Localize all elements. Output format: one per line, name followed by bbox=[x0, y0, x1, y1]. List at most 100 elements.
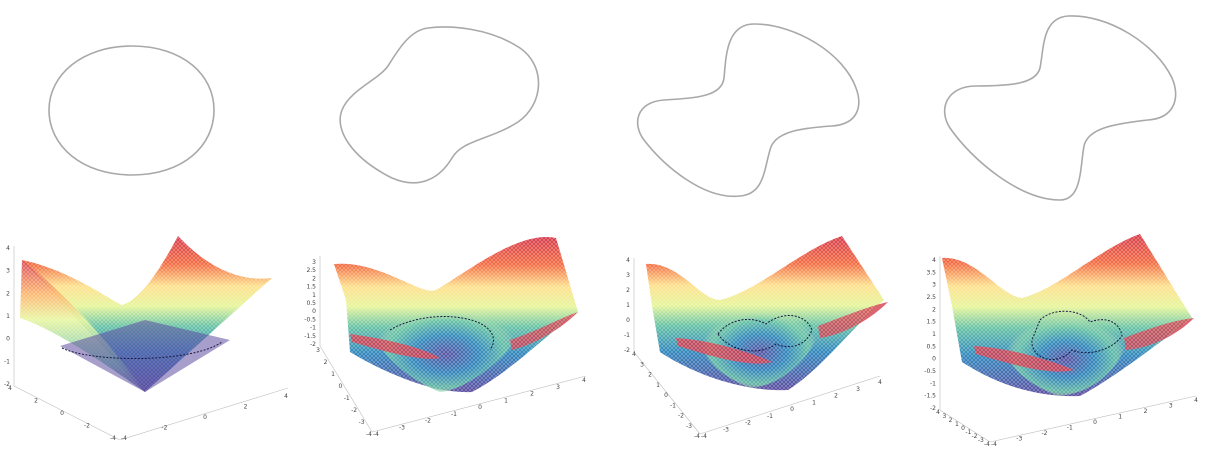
x-axis-tick-label: 4 bbox=[582, 377, 586, 384]
x-axis-tick-label: 2 bbox=[244, 404, 248, 411]
z-axis-tick-label: -1.5 bbox=[924, 393, 936, 400]
z-axis-tick-label: 2.5 bbox=[926, 294, 936, 301]
y-axis-tick-label: 3 bbox=[942, 413, 946, 420]
z-axis-tick-label: 0 bbox=[6, 336, 10, 343]
z-axis-tick-label: -1 bbox=[930, 380, 936, 387]
z-axis-tick-label: 3.5 bbox=[926, 269, 936, 276]
y-axis-tick-label: -2 bbox=[84, 423, 90, 430]
y-axis-tick-label: 4 bbox=[936, 409, 940, 416]
z-axis-tick-label: -1.5 bbox=[304, 333, 316, 340]
y-axis-tick-label: 3 bbox=[316, 347, 320, 354]
axis-box-2 bbox=[319, 256, 587, 433]
x-axis-tick-label: 4 bbox=[1194, 397, 1198, 404]
x-axis-tick-label: 2 bbox=[1144, 408, 1148, 415]
x-axis-tick-label: -1 bbox=[767, 413, 773, 420]
axis-box-1 bbox=[13, 246, 289, 441]
y-axis-tick-label: -2 bbox=[678, 413, 684, 420]
z-axis-tick-label: 2 bbox=[312, 275, 316, 282]
y-axis-tick-label: 4 bbox=[8, 385, 12, 392]
contour-2 bbox=[339, 26, 540, 184]
y-axis-tick-label: 2 bbox=[648, 372, 652, 379]
z-axis-tick-label: -0.5 bbox=[924, 368, 936, 375]
z-axis-tick-label: 3 bbox=[312, 259, 316, 266]
axis-box-4 bbox=[939, 256, 1197, 443]
x-axis-tick-label: 4 bbox=[878, 379, 882, 386]
x-axis-tick-label: -1 bbox=[1067, 425, 1073, 432]
z-axis-tick-label: 1 bbox=[932, 331, 936, 338]
x-axis-tick-label: 1 bbox=[504, 397, 508, 404]
z-axis-tick-label: 0.5 bbox=[306, 300, 316, 307]
z-axis-tick-label: -1 bbox=[624, 332, 630, 339]
contour-1 bbox=[48, 45, 215, 176]
y-axis-tick-label: 2 bbox=[949, 417, 953, 424]
y-axis-tick-label: -3 bbox=[359, 419, 365, 426]
y-axis-tick-label: 0 bbox=[338, 383, 342, 390]
y-axis-tick-label: 0 bbox=[961, 425, 965, 432]
y-axis-tick-label: 2 bbox=[324, 359, 328, 366]
contour-row bbox=[48, 15, 1177, 201]
zero-level-line-2 bbox=[389, 316, 494, 351]
y-axis-tick-label: 1 bbox=[331, 371, 335, 378]
z-axis-tick-label: -2 bbox=[624, 347, 630, 354]
z-axis-tick-label: -2 bbox=[310, 341, 316, 348]
x-axis-tick-label: -4 bbox=[373, 431, 379, 438]
mesh-4 bbox=[942, 234, 1192, 397]
x-axis-tick-label: 3 bbox=[856, 386, 860, 393]
z-axis-tick-label: 4 bbox=[626, 257, 630, 264]
x-axis-tick-label: -2 bbox=[745, 420, 751, 427]
x-axis-tick-label: 0 bbox=[1093, 419, 1097, 426]
cone-mesh bbox=[20, 236, 272, 392]
z-axis-tick-label: 0 bbox=[312, 308, 316, 315]
x-axis-tick-label: 0 bbox=[478, 404, 482, 411]
zero-level-line-1 bbox=[61, 341, 223, 359]
z-axis-tick-label: 3 bbox=[626, 272, 630, 279]
x-axis-tick-label: 0 bbox=[203, 414, 207, 421]
y-axis-tick-label: 0 bbox=[664, 392, 668, 399]
y-axis-tick-label: -1 bbox=[670, 402, 676, 409]
z-axis-tick-label: 2 bbox=[932, 306, 936, 313]
y-axis-tick-label: 2 bbox=[34, 398, 38, 405]
z-axis-tick-label: 4 bbox=[6, 245, 10, 252]
z-axis-tick-label: 0.5 bbox=[926, 343, 936, 350]
y-axis-tick-label: -2 bbox=[351, 407, 357, 414]
surface-panel-1: 4 3 2 1 0 -1 -2 -4 -2 0 2 4 4 2 0 -2 -4 bbox=[4, 236, 289, 442]
z-axis-tick-label: 4 bbox=[932, 257, 936, 264]
x-axis-tick-label: -2 bbox=[162, 425, 168, 432]
y-axis-tick-label: 4 bbox=[632, 351, 636, 358]
x-axis-tick-label: -4 bbox=[121, 435, 127, 442]
z-axis-tick-label: 1 bbox=[6, 313, 10, 320]
x-axis-tick-label: -3 bbox=[1016, 436, 1022, 443]
z-axis-tick-label: 0 bbox=[626, 317, 630, 324]
y-axis-tick-label: 3 bbox=[640, 361, 644, 368]
z-axis-tick-label: 2 bbox=[6, 290, 10, 297]
x-axis-tick-label: -3 bbox=[399, 424, 405, 431]
y-axis-tick-label: -4 bbox=[110, 435, 116, 442]
x-axis-tick-label: 1 bbox=[1118, 414, 1122, 421]
z-axis-tick-label: -1 bbox=[4, 358, 10, 365]
x-axis-tick-label: 1 bbox=[812, 399, 816, 406]
x-axis-tick-label: 0 bbox=[790, 406, 794, 413]
surface-panel-2: 32.521.510.50-0.5-1-1.5-2-4-3-2-10123432… bbox=[304, 236, 587, 438]
z-axis-tick-label: -1 bbox=[310, 325, 316, 332]
z-axis-tick-label: -2 bbox=[4, 381, 10, 388]
x-axis-tick-label: 3 bbox=[1169, 403, 1173, 410]
surface-panel-4: 43.532.521.510.50-0.5-1-1.5-2-4-3-2-1012… bbox=[924, 234, 1198, 448]
axis-box-3 bbox=[633, 258, 881, 435]
cone-lower-diamond bbox=[60, 320, 230, 392]
x-axis-tick-label: -2 bbox=[1042, 430, 1048, 437]
y-axis-tick-label: -1 bbox=[344, 395, 350, 402]
x-axis-tick-label: 2 bbox=[834, 393, 838, 400]
zero-level-line-3 bbox=[717, 315, 813, 352]
y-axis-tick-label: -3 bbox=[686, 423, 692, 430]
y-axis-tick-label: -3 bbox=[978, 437, 984, 444]
y-axis-tick-label: 1 bbox=[656, 382, 660, 389]
contour-4 bbox=[943, 15, 1177, 201]
x-axis-tick-label: -2 bbox=[425, 418, 431, 425]
z-axis-tick-label: 1 bbox=[312, 292, 316, 299]
x-axis-tick-label: -4 bbox=[991, 441, 997, 448]
z-axis-tick-label: 2.5 bbox=[306, 267, 316, 274]
z-axis-tick-label: 0 bbox=[932, 356, 936, 363]
y-axis-tick-label: -1 bbox=[965, 429, 971, 436]
mesh-2 bbox=[334, 236, 578, 393]
